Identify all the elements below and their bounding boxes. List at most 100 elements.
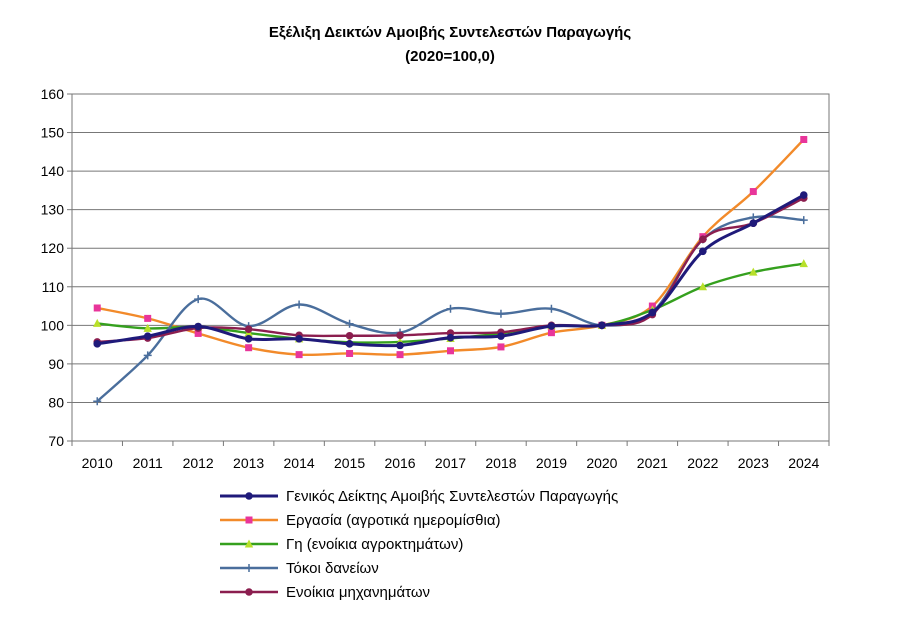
data-point (93, 397, 102, 406)
data-point (699, 235, 707, 244)
y-tick-label: 80 (48, 394, 64, 410)
data-point (244, 325, 253, 333)
y-tick-label: 70 (48, 433, 64, 449)
data-point (799, 259, 808, 268)
data-point (143, 332, 152, 340)
data-point (143, 351, 152, 360)
data-point (447, 347, 454, 355)
data-point (698, 282, 708, 291)
legend-item: Εργασία (αγροτικά ημερομίσθια) (218, 508, 618, 532)
data-point (143, 323, 152, 332)
legend-swatch (220, 564, 278, 572)
y-tick-label: 140 (41, 163, 65, 179)
legend-item: Γενικός Δείκτης Αμοιβής Συντελεστών Παρα… (218, 484, 618, 508)
data-point (295, 335, 303, 343)
data-point (598, 321, 606, 330)
data-point (547, 322, 556, 330)
y-tick-label: 120 (41, 240, 65, 256)
legend-item: Ενοίκια μηχανημάτων (218, 580, 618, 604)
x-tick-label: 2022 (687, 455, 718, 471)
data-point (194, 295, 203, 304)
legend-marker (245, 492, 253, 500)
x-tick-label: 2010 (82, 455, 113, 471)
x-tick-label: 2011 (133, 455, 163, 471)
legend-item: Γη (ενοίκια αγροκτημάτων) (218, 532, 618, 556)
series-5 (93, 194, 808, 346)
data-point (244, 335, 253, 343)
line-chart: 70 80 90 100 110 120 130 140 150 160 2010 2011 2012 2… (41, 86, 830, 471)
y-tick-label: 90 (48, 356, 64, 372)
legend-label: Ενοίκια μηχανημάτων (286, 583, 431, 601)
y-tick-label: 160 (41, 86, 65, 102)
legend-marker (244, 539, 254, 548)
data-point (345, 319, 354, 328)
series-line (96, 138, 805, 357)
data-point (799, 216, 808, 225)
data-point (446, 333, 455, 342)
data-point (93, 304, 101, 312)
data-point (497, 343, 505, 351)
chart-legend: Γενικός Δείκτης Αμοιβής Συντελεστών Παρα… (218, 484, 618, 604)
legend-label: Γη (ενοίκια αγροκτημάτων) (286, 535, 464, 553)
y-tick-label: 130 (41, 202, 65, 218)
legend-marker (245, 516, 253, 524)
series-line (97, 193, 805, 348)
data-point (496, 309, 505, 318)
legend-swatch (220, 539, 278, 548)
series-line (97, 197, 805, 344)
data-point (345, 331, 354, 340)
legend-label: Γενικός Δείκτης Αμοιβής Συντελεστών Παρα… (286, 487, 619, 505)
x-tick-label: 2023 (738, 455, 769, 471)
chart-title: Εξέλιξη Δεικτών Αμοιβής Συντελεστών Παρα… (268, 24, 632, 41)
data-point (396, 351, 404, 359)
data-point (396, 341, 404, 350)
plot-area (71, 93, 830, 442)
data-point (346, 349, 354, 357)
data-point (446, 304, 455, 313)
data-point (245, 344, 253, 352)
x-tick-label: 2015 (334, 455, 365, 471)
x-tick-label: 2013 (233, 455, 264, 471)
x-tick-label: 2019 (536, 455, 567, 471)
data-point (93, 318, 102, 327)
y-tick-label: 150 (41, 125, 65, 141)
data-point (295, 351, 303, 359)
legend-swatch (220, 516, 278, 524)
x-tick-label: 2012 (183, 455, 214, 471)
x-tick-label: 2020 (586, 455, 617, 471)
data-point (194, 329, 202, 337)
x-tick-label: 2014 (284, 455, 315, 471)
data-point (547, 304, 556, 313)
data-point (295, 300, 304, 309)
data-point (345, 340, 354, 348)
chart-subtitle: (2020=100,0) (405, 48, 495, 65)
x-tick-label: 2024 (788, 455, 819, 471)
data-point (749, 188, 757, 196)
data-point (396, 331, 404, 340)
legend-marker (245, 588, 253, 596)
legend-label: Τόκοι δανείων (286, 559, 379, 577)
x-tick-label: 2018 (485, 455, 516, 471)
x-tick-label: 2016 (384, 455, 415, 471)
legend-marker (245, 564, 253, 572)
series-1 (93, 191, 808, 350)
data-point (497, 332, 505, 340)
data-point (800, 135, 808, 143)
x-tick-label: 2017 (435, 455, 466, 471)
data-point (194, 322, 202, 331)
legend-swatch (220, 492, 278, 500)
y-tick-label: 110 (42, 279, 65, 295)
data-point (648, 308, 657, 317)
data-point (93, 340, 102, 348)
x-tick-label: 2021 (637, 455, 668, 471)
legend-label: Εργασία (αγροτικά ημερομίσθια) (286, 511, 501, 529)
data-point (799, 191, 808, 199)
data-point (547, 329, 555, 337)
data-point (144, 314, 152, 322)
legend-item: Τόκοι δανείων (218, 556, 618, 580)
y-tick-label: 100 (41, 317, 65, 333)
data-point (699, 247, 707, 256)
legend-swatch (220, 588, 278, 596)
data-point (749, 267, 758, 276)
data-point (749, 219, 758, 227)
